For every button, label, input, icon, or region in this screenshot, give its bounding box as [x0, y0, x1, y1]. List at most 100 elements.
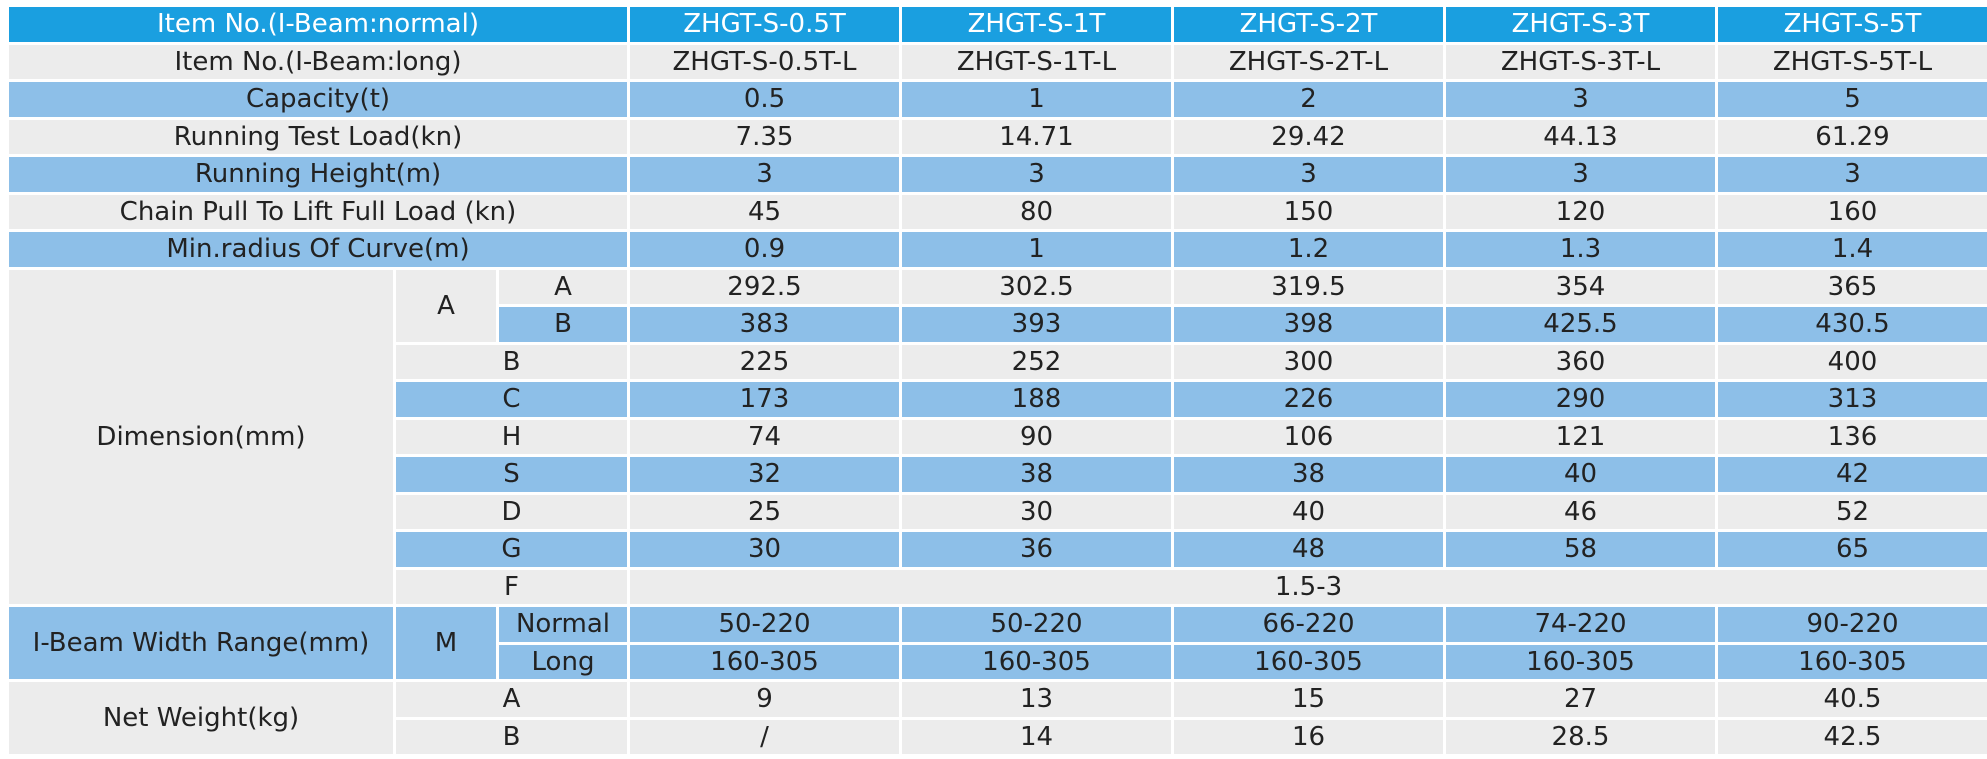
table-cell: 30 — [630, 532, 899, 567]
sub-label: A — [499, 269, 627, 304]
row-label: Capacity(t) — [9, 82, 627, 117]
dimension-b-row: B 225 252 300 360 400 — [9, 344, 1987, 379]
sub-label: B — [396, 344, 627, 379]
table-cell: 2 — [1174, 82, 1443, 117]
table-cell: 383 — [630, 307, 899, 342]
table-cell: 5 — [1718, 82, 1987, 117]
table-cell: 45 — [630, 194, 899, 229]
table-cell: 25 — [630, 494, 899, 529]
table-cell: 313 — [1718, 382, 1987, 417]
model-header: ZHGT-S-1T — [902, 7, 1171, 42]
table-cell: 354 — [1446, 269, 1715, 304]
dimension-aa-row: Dimension(mm) A A 292.5 302.5 319.5 354 … — [9, 269, 1987, 604]
table-cell: 32 — [630, 457, 899, 492]
ibeam-m-group: M — [396, 607, 496, 679]
table-cell: 0.9 — [630, 232, 899, 267]
table-cell: 40 — [1174, 494, 1443, 529]
running-height-row: Running Height(m) 3 3 3 3 3 — [9, 157, 1987, 192]
row-label: Chain Pull To Lift Full Load (kn) — [9, 194, 627, 229]
model-header: ZHGT-S-0.5T — [630, 7, 899, 42]
table-cell: 160-305 — [902, 644, 1171, 679]
sub-label: B — [499, 307, 627, 342]
table-cell: 120 — [1446, 194, 1715, 229]
table-cell: ZHGT-S-0.5T-L — [630, 44, 899, 79]
sub-label: A — [396, 682, 627, 717]
row-label: Item No.(I-Beam:long) — [9, 44, 627, 79]
table-cell: 1.4 — [1718, 232, 1987, 267]
table-cell: 290 — [1446, 382, 1715, 417]
table-cell: ZHGT-S-5T-L — [1718, 44, 1987, 79]
table-cell: 38 — [1174, 457, 1443, 492]
table-cell: 48 — [1174, 532, 1443, 567]
table-cell: 27 — [1446, 682, 1715, 717]
min-radius-row: Min.radius Of Curve(m) 0.9 1 1.2 1.3 1.4 — [9, 232, 1987, 267]
sub-label: H — [396, 419, 627, 454]
test-load-row: Running Test Load(kn) 7.35 14.71 29.42 4… — [9, 119, 1987, 154]
table-cell: 28.5 — [1446, 719, 1715, 754]
table-cell: 252 — [902, 344, 1171, 379]
table-cell: 160 — [1718, 194, 1987, 229]
dimension-ab-row: B 383 393 398 425.5 430.5 — [9, 307, 1987, 342]
table-cell: 365 — [1718, 269, 1987, 304]
specification-table: Item No.(I-Beam:normal) ZHGT-S-0.5T ZHGT… — [6, 4, 1987, 757]
table-cell: 425.5 — [1446, 307, 1715, 342]
row-label: Running Height(m) — [9, 157, 627, 192]
table-cell: 1.3 — [1446, 232, 1715, 267]
table-cell: 1 — [902, 82, 1171, 117]
dimension-h-row: H 74 90 106 121 136 — [9, 419, 1987, 454]
table-cell: 393 — [902, 307, 1171, 342]
sub-label: S — [396, 457, 627, 492]
table-cell: 136 — [1718, 419, 1987, 454]
table-cell: 14 — [902, 719, 1171, 754]
table-cell: 121 — [1446, 419, 1715, 454]
table-cell: 29.42 — [1174, 119, 1443, 154]
model-header: ZHGT-S-2T — [1174, 7, 1443, 42]
table-cell: 38 — [902, 457, 1171, 492]
table-cell: 160-305 — [630, 644, 899, 679]
sub-label: F — [396, 569, 627, 604]
table-cell: 50-220 — [902, 607, 1171, 642]
table-cell: 3 — [1174, 157, 1443, 192]
table-cell: 160-305 — [1718, 644, 1987, 679]
table-cell: 30 — [902, 494, 1171, 529]
table-cell: 302.5 — [902, 269, 1171, 304]
dimension-g-row: G 30 36 48 58 65 — [9, 532, 1987, 567]
sub-label: G — [396, 532, 627, 567]
row-label: Running Test Load(kn) — [9, 119, 627, 154]
sub-label: C — [396, 382, 627, 417]
table-cell: 65 — [1718, 532, 1987, 567]
table-cell: 160-305 — [1174, 644, 1443, 679]
table-cell: 36 — [902, 532, 1171, 567]
ibeam-label: I-Beam Width Range(mm) — [9, 607, 393, 679]
table-cell: 160-305 — [1446, 644, 1715, 679]
table-cell: 9 — [630, 682, 899, 717]
table-cell: 400 — [1718, 344, 1987, 379]
table-cell: 13 — [902, 682, 1171, 717]
ibeam-normal-row: I-Beam Width Range(mm) M Normal 50-220 5… — [9, 607, 1987, 679]
table-cell: 16 — [1174, 719, 1443, 754]
table-cell: 90-220 — [1718, 607, 1987, 642]
table-cell: 430.5 — [1718, 307, 1987, 342]
table-cell: 90 — [902, 419, 1171, 454]
table-cell: 61.29 — [1718, 119, 1987, 154]
table-cell: 14.71 — [902, 119, 1171, 154]
table-cell: 3 — [630, 157, 899, 192]
long-item-row: Item No.(I-Beam:long) ZHGT-S-0.5T-L ZHGT… — [9, 44, 1987, 79]
table-cell: 50-220 — [630, 607, 899, 642]
table-cell: 42 — [1718, 457, 1987, 492]
table-cell: 1.2 — [1174, 232, 1443, 267]
header-row: Item No.(I-Beam:normal) ZHGT-S-0.5T ZHGT… — [9, 7, 1987, 42]
table-cell: 226 — [1174, 382, 1443, 417]
model-header: ZHGT-S-5T — [1718, 7, 1987, 42]
dimension-a-group: A — [396, 269, 496, 342]
dimension-c-row: C 173 188 226 290 313 — [9, 382, 1987, 417]
table-cell: / — [630, 719, 899, 754]
table-cell: 292.5 — [630, 269, 899, 304]
table-cell: 80 — [902, 194, 1171, 229]
table-cell: 44.13 — [1446, 119, 1715, 154]
table-cell: 74 — [630, 419, 899, 454]
table-cell: 46 — [1446, 494, 1715, 529]
ibeam-long-row: Long 160-305 160-305 160-305 160-305 160… — [9, 644, 1987, 679]
table-cell: 150 — [1174, 194, 1443, 229]
